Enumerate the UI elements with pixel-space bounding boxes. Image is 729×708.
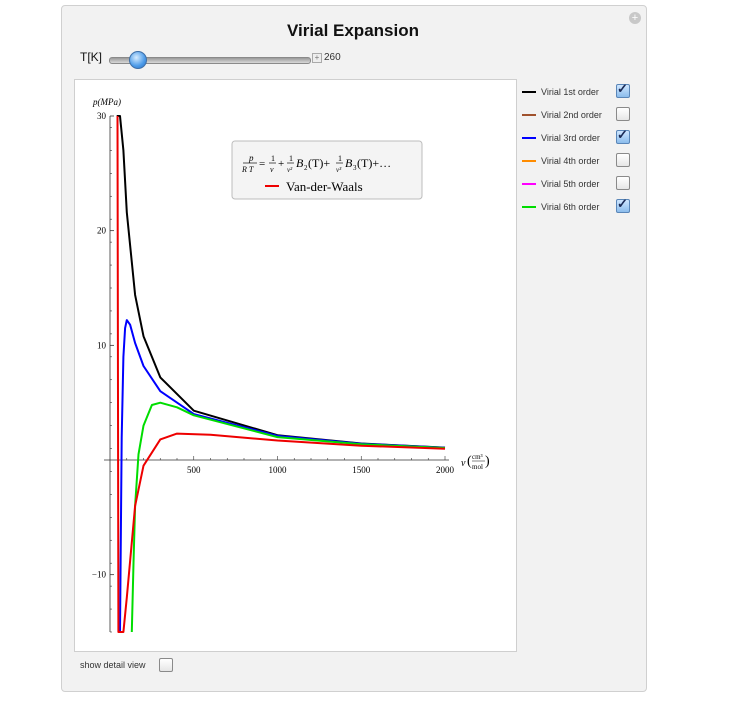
- legend-swatch: [522, 183, 536, 185]
- detail-view-label: show detail view: [80, 660, 146, 670]
- legend-row-2: Virial 2nd order: [518, 107, 636, 123]
- formula-t3-den: v³: [336, 166, 342, 174]
- series-toggle-checkbox[interactable]: ✓: [616, 127, 630, 144]
- x-unit-numerator: cm³: [472, 453, 483, 461]
- series-line-virial-6th-order: [130, 401, 446, 633]
- formula-b2: B: [296, 156, 304, 170]
- y-tick-label: 30: [97, 111, 107, 121]
- slider-value: 260: [324, 52, 341, 63]
- series-toggle-checkbox[interactable]: [616, 107, 630, 121]
- legend-row-3: Virial 3rd order ✓: [518, 127, 636, 146]
- legend-row-1: Virial 1st order ✓: [518, 81, 636, 100]
- formula-t1-num: 1: [271, 154, 275, 163]
- formula-legend-box: p R T = 1 v + 1 v² B 2 (T)+ 1 v³ B 3 (T)…: [231, 140, 423, 200]
- plot-area: 500 1000 1500 2000 30 20 10 −10 p(MPa) v ( cm³ …: [74, 79, 517, 652]
- series-line-virial-3rd-order: [119, 319, 446, 633]
- checkmark-icon: ✓: [617, 81, 628, 96]
- formula-b3: B: [345, 156, 353, 170]
- formula-lhs-num: p: [248, 153, 254, 163]
- legend-row-4: Virial 4th order: [518, 153, 636, 169]
- formula-b3-sub: 3: [353, 164, 357, 172]
- x-unit-denominator: mol: [472, 463, 483, 471]
- checkmark-icon: ✓: [617, 127, 628, 142]
- curves: [116, 115, 446, 633]
- detail-view-checkbox[interactable]: [159, 658, 173, 672]
- formula-t2-den: v²: [287, 166, 293, 174]
- legend-label: Virial 1st order: [541, 87, 599, 97]
- panel-title: Virial Expansion: [287, 21, 419, 40]
- legend-swatch: [522, 114, 536, 116]
- x-axis-label: v: [461, 458, 466, 469]
- checkmark-icon: ✓: [617, 196, 628, 211]
- legend-swatch: [522, 160, 536, 162]
- x-tick-label: 2000: [436, 465, 455, 475]
- formula-b2-arg: (T)+: [308, 156, 330, 170]
- formula-equals: =: [259, 158, 265, 170]
- slider-thumb[interactable]: [129, 51, 147, 69]
- temperature-slider[interactable]: [109, 57, 311, 64]
- formula-b2-sub: 2: [304, 164, 308, 172]
- legend-label: Virial 6th order: [541, 202, 600, 212]
- series-toggle-checkbox[interactable]: [616, 176, 630, 190]
- legend-swatch: [522, 206, 536, 208]
- axes: 500 1000 1500 2000 30 20 10 −10: [92, 111, 455, 633]
- series-toggle-checkbox[interactable]: ✓: [616, 196, 630, 213]
- y-tick-label: −10: [92, 570, 107, 580]
- legend-label: Virial 3rd order: [541, 133, 600, 143]
- y-tick-label: 20: [97, 226, 107, 236]
- series-toggle-checkbox[interactable]: ✓: [616, 81, 630, 98]
- x-unit-paren-open: (: [467, 454, 472, 469]
- series-toggle-checkbox[interactable]: [616, 153, 630, 167]
- legend-label: Virial 2nd order: [541, 110, 602, 120]
- close-icon[interactable]: +: [629, 12, 641, 24]
- formula-b3-arg: (T)+…: [357, 156, 391, 170]
- formula-t2-num: 1: [289, 154, 293, 163]
- formula-t1-den: v: [270, 165, 274, 174]
- x-tick-label: 1500: [352, 465, 371, 475]
- legend-row-5: Virial 5th order: [518, 176, 636, 192]
- vdw-legend-label: Van-der-Waals: [286, 179, 363, 194]
- y-axis-label: p(MPa): [92, 97, 121, 107]
- x-unit-paren-close: ): [485, 454, 490, 469]
- formula-t3-num: 1: [338, 154, 342, 163]
- formula-plus: +: [278, 158, 284, 170]
- y-tick-label: 10: [97, 340, 107, 350]
- x-tick-label: 500: [187, 465, 201, 475]
- legend-label: Virial 5th order: [541, 179, 600, 189]
- slider-expand-icon[interactable]: +: [312, 53, 322, 63]
- legend-label: Virial 4th order: [541, 156, 600, 166]
- series-line-van-der-waals: [116, 115, 446, 633]
- temperature-slider-label: T[K]: [80, 50, 103, 64]
- legend-row-6: Virial 6th order ✓: [518, 196, 636, 215]
- formula-lhs-den: R T: [241, 165, 254, 174]
- legend-swatch: [522, 91, 536, 93]
- legend-swatch: [522, 137, 536, 139]
- x-tick-label: 1000: [269, 465, 288, 475]
